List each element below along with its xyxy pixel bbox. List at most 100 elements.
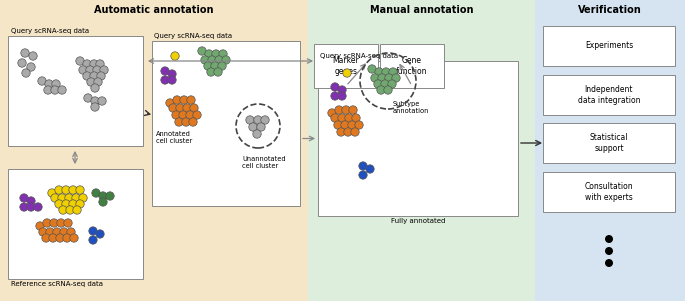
Circle shape (338, 86, 346, 94)
Circle shape (45, 80, 53, 88)
Circle shape (29, 52, 37, 60)
Text: Manual annotation: Manual annotation (370, 5, 473, 15)
Circle shape (53, 228, 61, 236)
Text: Reference scRNA-seq data: Reference scRNA-seq data (11, 281, 103, 287)
Text: Query scRNA-seq data: Query scRNA-seq data (11, 28, 89, 34)
Circle shape (218, 62, 226, 70)
Circle shape (205, 50, 213, 58)
Circle shape (90, 72, 98, 80)
Circle shape (83, 60, 91, 68)
Text: Subtype
annotation: Subtype annotation (393, 101, 429, 114)
Circle shape (183, 104, 191, 112)
FancyBboxPatch shape (8, 169, 143, 279)
FancyBboxPatch shape (543, 172, 675, 212)
Text: Query scRNA-seq data: Query scRNA-seq data (154, 33, 232, 39)
Text: Unannotated
cell cluster: Unannotated cell cluster (242, 156, 286, 169)
Circle shape (99, 192, 107, 200)
Circle shape (261, 116, 269, 124)
Circle shape (55, 200, 63, 208)
Circle shape (72, 194, 80, 202)
FancyBboxPatch shape (543, 26, 675, 66)
Circle shape (84, 94, 92, 102)
Circle shape (68, 200, 77, 208)
Circle shape (49, 234, 58, 242)
Circle shape (166, 99, 174, 107)
Circle shape (70, 234, 78, 242)
FancyBboxPatch shape (152, 41, 300, 206)
Circle shape (34, 203, 42, 211)
Circle shape (87, 78, 95, 86)
Circle shape (366, 165, 374, 173)
Circle shape (173, 96, 182, 104)
Circle shape (331, 83, 339, 91)
Circle shape (214, 68, 222, 76)
Circle shape (208, 56, 216, 64)
FancyBboxPatch shape (314, 44, 378, 88)
Circle shape (368, 65, 376, 73)
Circle shape (215, 56, 223, 64)
Circle shape (51, 86, 59, 94)
Circle shape (355, 121, 363, 129)
Text: Independent
data integration: Independent data integration (577, 85, 640, 105)
Circle shape (55, 186, 63, 194)
Bar (535, 0, 685, 301)
Circle shape (179, 96, 188, 104)
Circle shape (63, 234, 71, 242)
Circle shape (58, 86, 66, 94)
FancyBboxPatch shape (543, 75, 675, 115)
Circle shape (36, 222, 45, 230)
Circle shape (27, 197, 35, 205)
Circle shape (328, 109, 336, 117)
Circle shape (86, 66, 95, 74)
Circle shape (169, 104, 177, 112)
Circle shape (73, 206, 82, 214)
Circle shape (351, 128, 359, 136)
Circle shape (352, 114, 360, 122)
FancyBboxPatch shape (380, 44, 444, 88)
Circle shape (381, 80, 389, 88)
Circle shape (359, 162, 367, 170)
Circle shape (79, 194, 87, 202)
Circle shape (51, 194, 59, 202)
Circle shape (204, 62, 212, 70)
Circle shape (342, 69, 351, 77)
Text: Statistical
support: Statistical support (590, 133, 628, 153)
Circle shape (76, 57, 84, 65)
Circle shape (76, 186, 84, 194)
Circle shape (105, 192, 114, 200)
Circle shape (20, 203, 28, 211)
Text: Query scRNA-seq data: Query scRNA-seq data (320, 53, 398, 59)
Circle shape (344, 128, 352, 136)
Circle shape (90, 60, 98, 68)
Circle shape (98, 97, 106, 105)
Text: Consultation
with experts: Consultation with experts (585, 182, 634, 202)
Circle shape (382, 68, 390, 76)
Circle shape (64, 219, 72, 227)
Circle shape (91, 103, 99, 111)
Circle shape (388, 80, 396, 88)
Circle shape (371, 74, 379, 82)
Circle shape (96, 60, 104, 68)
Bar (308, 0, 535, 301)
Text: Fully annotated: Fully annotated (391, 218, 445, 224)
Circle shape (42, 219, 51, 227)
Circle shape (385, 74, 393, 82)
Circle shape (219, 50, 227, 58)
Circle shape (92, 66, 101, 74)
Circle shape (44, 86, 52, 94)
Circle shape (374, 80, 382, 88)
Circle shape (246, 116, 254, 124)
Circle shape (201, 56, 209, 64)
Circle shape (161, 76, 169, 84)
Bar (0, 0, 308, 301)
Circle shape (39, 228, 47, 236)
FancyBboxPatch shape (318, 61, 518, 216)
Circle shape (97, 72, 105, 80)
Circle shape (50, 219, 58, 227)
Circle shape (389, 68, 397, 76)
Circle shape (605, 235, 613, 243)
Circle shape (349, 106, 357, 114)
Circle shape (20, 194, 28, 202)
Text: Marker
genes: Marker genes (333, 56, 360, 76)
Circle shape (605, 247, 613, 255)
